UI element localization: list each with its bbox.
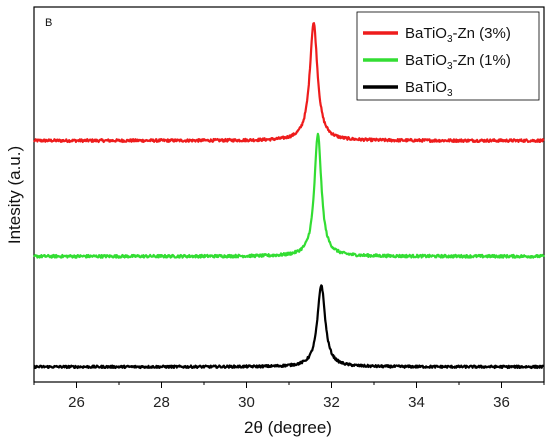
x-tick-label: 26	[68, 394, 85, 411]
series-line-3	[33, 284, 545, 370]
series-line-1	[33, 22, 545, 144]
panel-label: B	[45, 17, 52, 29]
x-tick-label: 30	[238, 394, 255, 411]
x-tick-label: 32	[323, 394, 340, 411]
y-axis-title: Intesity (a.u.)	[5, 146, 24, 244]
x-tick-label: 36	[493, 394, 510, 411]
legend: BaTiO3-Zn (3%) BaTiO3-Zn (1%) BaTiO3	[356, 11, 540, 101]
x-axis-title: 2θ (degree)	[244, 418, 332, 437]
legend-label-1: BaTiO3-Zn (3%)	[405, 25, 511, 45]
series-line-2	[33, 132, 545, 259]
legend-label-3: BaTiO3	[405, 79, 453, 99]
series-layer	[33, 22, 545, 370]
x-tick-label: 34	[408, 394, 425, 411]
x-axis-ticks: 26 28 30 32 34 36	[33, 382, 545, 411]
x-tick-label: 28	[153, 394, 170, 411]
legend-label-2: BaTiO3-Zn (1%)	[405, 52, 511, 72]
plot-area: 26 28 30 32 34 36	[33, 6, 545, 411]
